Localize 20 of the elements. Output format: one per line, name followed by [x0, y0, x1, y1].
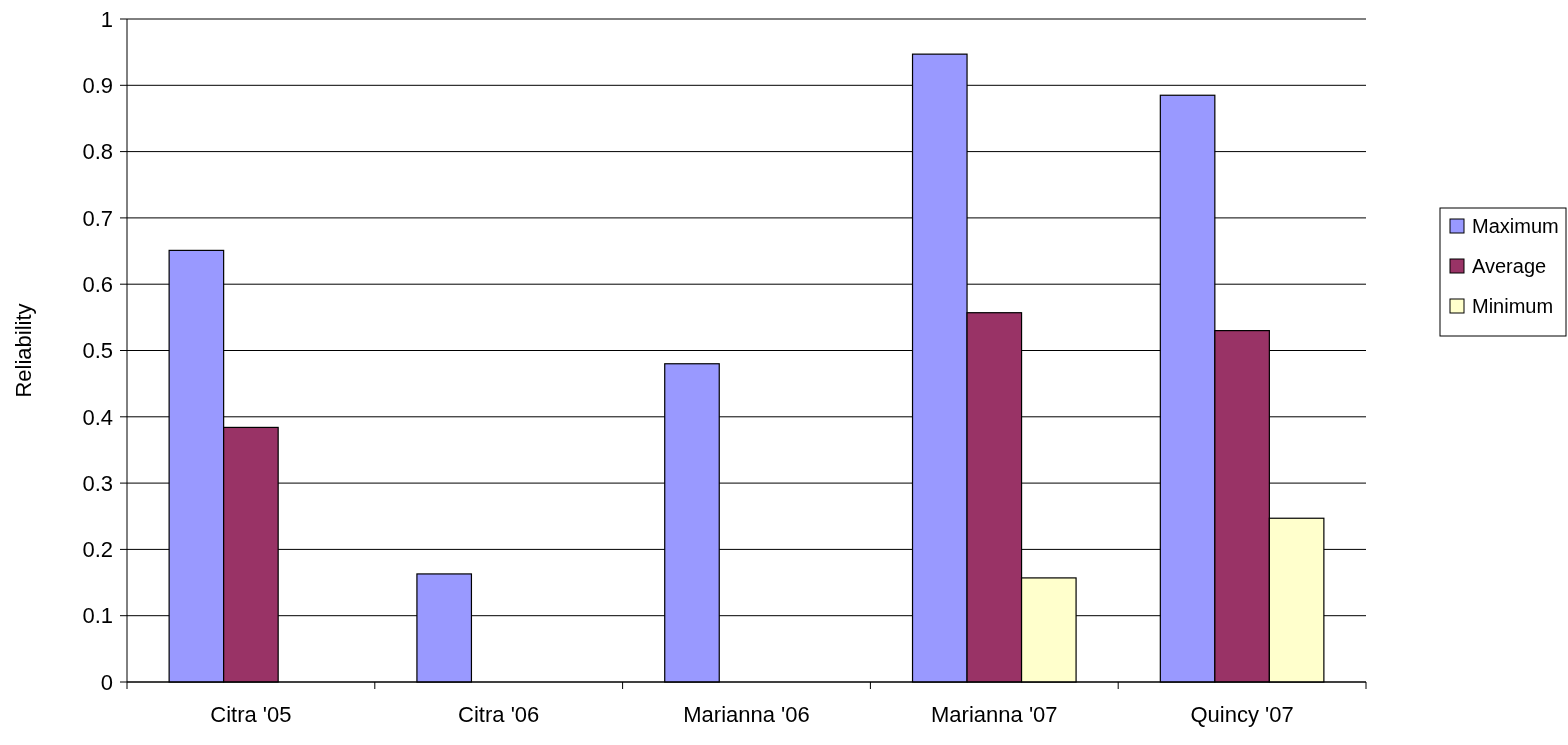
- y-tick-label: 1: [100, 6, 113, 32]
- x-tick-label: Citra '05: [210, 702, 292, 727]
- y-tick-label: 0.8: [82, 139, 113, 165]
- y-tick-label: 0.5: [82, 338, 113, 364]
- y-tick-label: 0.1: [82, 603, 113, 629]
- x-tick-label: Citra '06: [458, 702, 540, 727]
- x-tick-label: Marianna '06: [683, 702, 810, 727]
- y-tick-label: 0.4: [82, 404, 113, 430]
- legend-label: Maximum: [1472, 215, 1559, 237]
- y-tick-label: 0.2: [82, 537, 113, 563]
- y-axis-title: Reliability: [11, 303, 36, 398]
- y-tick-label: 0.6: [82, 271, 113, 297]
- y-tick-label: 0: [100, 669, 113, 695]
- y-tick-label: 0.9: [82, 73, 113, 98]
- x-tick-label: Marianna '07: [931, 702, 1058, 727]
- y-tick-label: 0.7: [82, 205, 113, 231]
- x-tick-label: Quincy '07: [1190, 702, 1294, 727]
- legend-label: Minimum: [1472, 295, 1554, 317]
- y-tick-label: 0.3: [82, 470, 113, 496]
- legend-label: Average: [1472, 255, 1547, 277]
